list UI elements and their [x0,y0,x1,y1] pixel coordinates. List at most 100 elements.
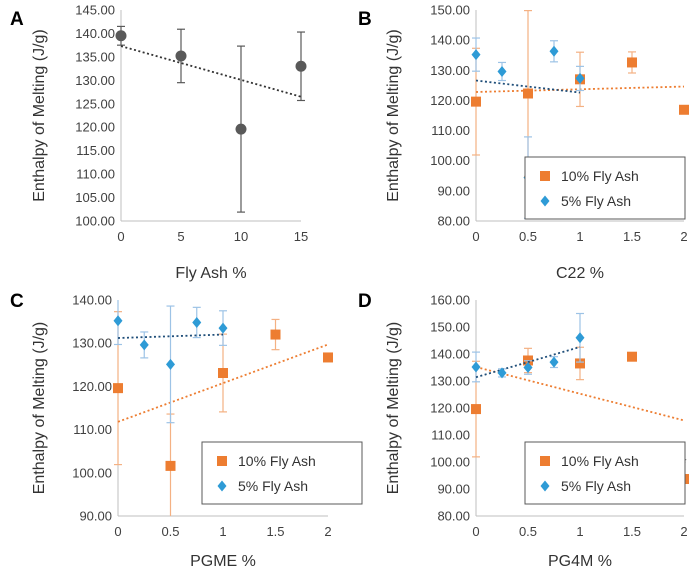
y-tick-label: 150.00 [430,3,470,18]
chart-panel-a: 100.00 105.00 110.00 115.00 120.00 125.00 130.… [10,3,308,283]
x-tick-label: 1 [576,524,583,539]
x-tick-label: 0 [472,229,479,244]
y-tick-label: 130.00 [72,336,112,351]
data-point [115,30,127,42]
panel-label: B [358,9,372,30]
y-tick-label: 110.00 [73,422,112,437]
legend: 10% Fly Ash 5% Fly Ash [524,441,686,505]
y-tick-label: 110.00 [431,123,470,138]
y-axis-title: Enthalpy of Melting (J/g) [385,29,402,202]
x-axis-title: C22 % [556,265,604,282]
data-point [575,332,585,344]
x-tick-label: 0.5 [519,229,537,244]
data-point [549,356,559,368]
y-tick-label: 120.00 [430,93,470,108]
data-point [471,361,481,373]
data-point [679,104,689,115]
x-tick-label: 10 [234,229,248,244]
y-tick-label: 140.00 [75,26,115,41]
panel-label: C [10,291,24,312]
x-tick-label: 1.5 [623,524,641,539]
legend-entry-label: 5% Fly Ash [561,193,631,209]
legend-box [524,441,686,505]
data-point [166,358,175,370]
legend-box [201,441,363,505]
data-point [218,322,228,334]
x-tick-label: 15 [294,229,308,244]
y-tick-label: 100.00 [430,153,470,168]
data-point [575,358,585,369]
trendline [117,343,329,423]
y-tick-label: 90.00 [79,509,112,524]
series-5-fly-ash [471,37,585,219]
y-tick-label: 120.00 [72,379,112,394]
legend-entry-label: 10% Fly Ash [238,453,316,469]
y-tick-label: 145.00 [75,3,115,18]
legend-marker [540,480,550,492]
legend-marker [540,195,550,207]
data-point [218,368,228,379]
data-point [549,45,559,57]
y-tick-label: 90.00 [437,183,470,198]
x-tick-label: 0.5 [519,524,537,539]
x-tick-label: 1 [576,229,583,244]
x-tick-label: 2 [680,524,687,539]
chart-panel-d: 80.00 90.00 100.00 110.00 120.00 130.00 140.00… [358,291,689,570]
series-5-fly-ash [113,300,228,424]
data-point [523,362,533,373]
legend-marker [540,456,550,466]
data-point [575,72,585,84]
legend-entry-label: 10% Fly Ash [561,453,639,469]
y-axis-title: Enthalpy of Melting (J/g) [31,29,48,202]
trendline [120,45,302,98]
chart-panel-b: 80.00 90.00 100.00 110.00 120.00 130.00 140.00… [358,3,689,282]
panel-label: D [358,291,372,312]
data-point [270,329,281,340]
legend-entry-label: 10% Fly Ash [561,168,639,184]
y-tick-label: 130.00 [430,63,470,78]
y-tick-label: 120.00 [430,401,470,416]
y-tick-label: 120.00 [75,120,115,135]
data-point [471,49,481,61]
x-tick-label: 1.5 [266,524,284,539]
y-tick-label: 80.00 [437,509,470,524]
legend-entry-label: 5% Fly Ash [238,478,308,494]
data-point [497,65,507,77]
y-tick-label: 80.00 [437,214,470,229]
y-tick-label: 125.00 [75,96,115,111]
y-tick-label: 110.00 [76,167,115,182]
legend-marker [217,480,227,492]
data-point [192,316,202,328]
data-point [235,123,247,135]
y-tick-label: 115.00 [76,143,115,158]
x-tick-label: 0 [117,229,124,244]
data-point [627,351,637,362]
x-tick-label: 0 [472,524,479,539]
legend-entry-label: 5% Fly Ash [561,478,631,494]
legend-marker [540,171,550,181]
panel-label: A [10,9,24,30]
y-tick-label: 100.00 [75,214,115,229]
y-tick-label: 130.00 [430,374,470,389]
x-axis-title: Fly Ash % [175,265,246,282]
x-tick-label: 5 [177,229,184,244]
data-point [471,404,481,415]
x-tick-label: 2 [324,524,331,539]
data-point [471,96,481,107]
x-tick-label: 2 [680,229,687,244]
y-axis-title: Enthalpy of Melting (J/g) [31,322,48,495]
legend: 10% Fly Ash 5% Fly Ash [201,441,363,505]
data-point [523,88,533,99]
x-axis-title: PGME % [190,553,256,570]
trendline [475,79,581,94]
x-axis-title: PG4M % [548,553,612,570]
data-point [165,460,176,471]
y-tick-label: 100.00 [72,465,112,480]
legend: 10% Fly Ash 5% Fly Ash [524,156,686,220]
series-5-fly-ash [471,312,585,383]
data-point [323,352,333,363]
y-tick-label: 140.00 [72,293,112,308]
legend-box [524,156,686,220]
y-tick-label: 130.00 [75,73,115,88]
